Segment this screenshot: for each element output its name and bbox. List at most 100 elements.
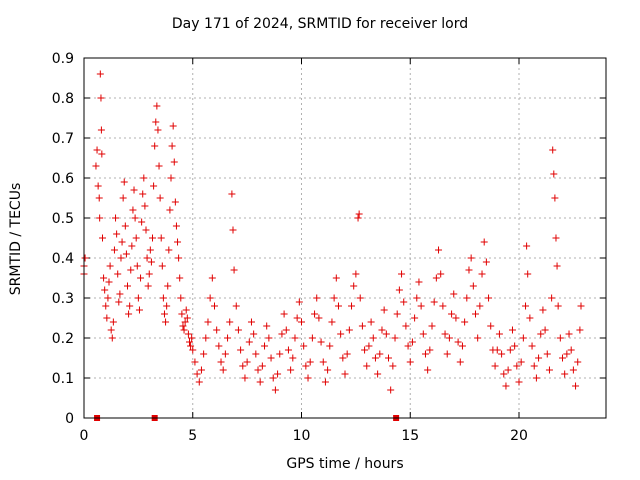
x-tick-label: 20 (510, 428, 528, 444)
data-point (448, 310, 456, 318)
data-point (124, 282, 131, 290)
data-point (563, 350, 571, 358)
data-point (96, 214, 104, 222)
data-point (495, 330, 503, 338)
data-point (404, 342, 412, 350)
data-point (258, 362, 266, 370)
data-point (98, 150, 106, 158)
data-point (174, 238, 182, 246)
y-tick-label: 0.1 (52, 371, 74, 387)
data-point (326, 342, 334, 350)
data-point (250, 330, 258, 338)
data-point (217, 358, 225, 366)
data-point (485, 294, 493, 302)
data-point (321, 378, 329, 386)
data-point (184, 330, 192, 338)
data-point (378, 326, 386, 334)
data-point (458, 342, 466, 350)
data-point (232, 302, 240, 310)
data-point (554, 302, 562, 310)
data-point (439, 302, 447, 310)
y-tick-label: 0.8 (52, 91, 74, 107)
data-point (506, 346, 514, 354)
data-point (228, 190, 236, 198)
x-tick-label: 15 (401, 428, 419, 444)
tick-layer: 0 0.1 0.2 0.3 0.4 0.5 0.6 0.7 0.8 0.9 0 5 10 15 20 (52, 51, 606, 444)
data-point (182, 306, 190, 314)
data-point (188, 334, 196, 342)
data-point (549, 146, 557, 154)
data-point (380, 306, 388, 314)
data-point (134, 294, 142, 302)
data-point (156, 194, 164, 202)
data-point (535, 354, 543, 362)
data-point (391, 334, 399, 342)
data-point (282, 326, 290, 334)
plot-frame (83, 57, 607, 419)
data-point (317, 338, 325, 346)
data-point (313, 294, 321, 302)
data-point (437, 270, 445, 278)
data-point (145, 270, 153, 278)
point-layer (80, 70, 585, 421)
data-point (387, 386, 395, 394)
data-point (289, 354, 297, 362)
data-point (166, 206, 174, 214)
x-tick-label: 0 (80, 428, 89, 444)
data-point (430, 298, 438, 306)
data-point (187, 342, 195, 350)
data-point (559, 354, 566, 362)
data-point (206, 294, 214, 302)
data-point (295, 298, 303, 306)
data-point (530, 362, 538, 370)
data-point (125, 310, 133, 318)
data-point (306, 358, 314, 366)
data-point (354, 214, 362, 222)
data-point (487, 322, 495, 330)
x-tick-label: 5 (188, 428, 197, 444)
y-tick-label: 0.4 (52, 251, 74, 267)
data-point (254, 366, 262, 374)
data-point (426, 346, 434, 354)
data-point (230, 266, 238, 274)
data-point (545, 366, 553, 374)
data-point (319, 358, 327, 366)
data-point (269, 374, 277, 382)
data-point (211, 302, 218, 310)
data-point (150, 182, 158, 190)
data-point (122, 250, 130, 258)
data-point (167, 174, 175, 182)
data-point (574, 358, 582, 366)
data-point (539, 306, 547, 314)
data-point (120, 178, 128, 186)
data-point (411, 314, 419, 322)
data-point (172, 222, 180, 230)
data-point (502, 382, 510, 390)
data-point (189, 346, 197, 354)
data-point (498, 350, 506, 358)
data-point (158, 262, 166, 270)
data-point (569, 366, 577, 374)
data-point (200, 350, 208, 358)
data-point (261, 342, 269, 350)
data-point (302, 362, 310, 370)
y-tick-label: 0.2 (52, 331, 74, 347)
data-point (101, 286, 109, 294)
data-point (443, 350, 451, 358)
data-point (358, 322, 366, 330)
data-point (452, 314, 460, 322)
data-point (450, 290, 458, 298)
data-point (445, 334, 453, 342)
data-point (106, 262, 114, 270)
data-point (463, 294, 471, 302)
data-point (356, 294, 364, 302)
data-point (332, 274, 340, 282)
x-axis-label: GPS time / hours (286, 456, 404, 472)
data-point (561, 370, 569, 378)
data-point (100, 274, 108, 282)
data-point (113, 230, 121, 238)
data-point (424, 366, 432, 374)
data-point (179, 322, 187, 330)
data-point (365, 342, 373, 350)
